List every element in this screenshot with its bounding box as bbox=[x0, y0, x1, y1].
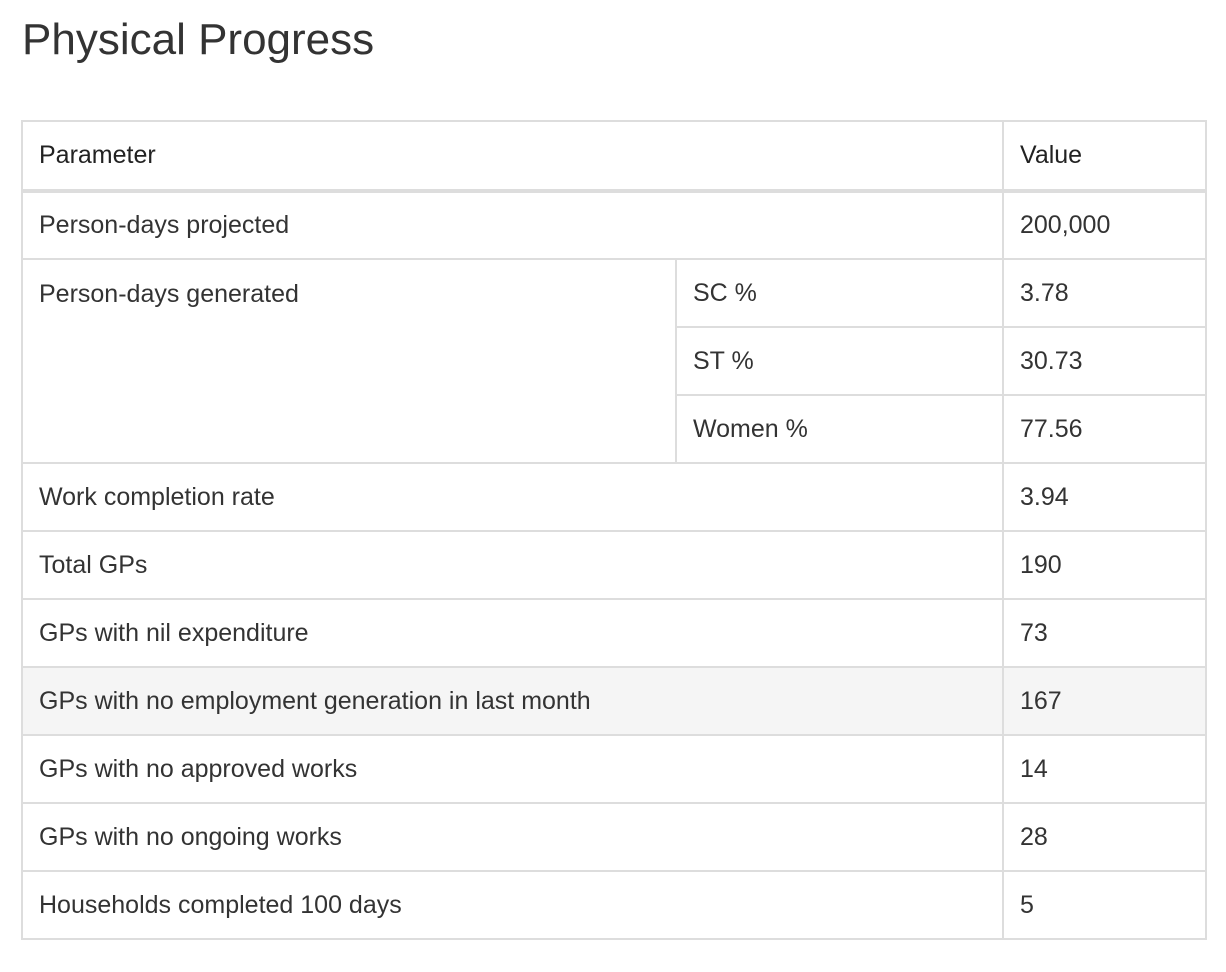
row-value: 28 bbox=[1002, 802, 1207, 872]
table-row: Women % 77.56 bbox=[22, 394, 1207, 464]
row-label: Work completion rate bbox=[21, 462, 1004, 532]
table-row: GPs with nil expenditure 73 bbox=[21, 598, 1207, 668]
table-row: ST % 30.73 bbox=[22, 326, 1207, 396]
row-value: 3.78 bbox=[1002, 258, 1207, 328]
page-title: Physical Progress bbox=[22, 15, 375, 64]
row-value: 14 bbox=[1002, 734, 1207, 804]
row-label: GPs with no ongoing works bbox=[21, 802, 1004, 872]
row-label: Person-days generated bbox=[21, 258, 677, 464]
table-row: Person-days projected 200,000 bbox=[21, 190, 1207, 260]
table-row-highlighted: GPs with no employment generation in las… bbox=[21, 666, 1207, 736]
row-value: 73 bbox=[1002, 598, 1207, 668]
row-value: 3.94 bbox=[1002, 462, 1207, 532]
header-parameter: Parameter bbox=[21, 120, 1004, 193]
table-row: Person-days generated SC % 3.78 bbox=[21, 258, 1207, 464]
row-label: GPs with no approved works bbox=[21, 734, 1004, 804]
row-label: Households completed 100 days bbox=[21, 870, 1004, 940]
table-row: Total GPs 190 bbox=[21, 530, 1207, 600]
sub-row-label: ST % bbox=[675, 326, 1004, 396]
table-row: GPs with no approved works 14 bbox=[21, 734, 1207, 804]
sub-row-label: SC % bbox=[675, 258, 1004, 328]
row-label: Person-days projected bbox=[21, 190, 1004, 260]
row-value: 30.73 bbox=[1002, 326, 1207, 396]
row-label: GPs with nil expenditure bbox=[21, 598, 1004, 668]
header-value: Value bbox=[1002, 120, 1207, 193]
row-value: 5 bbox=[1002, 870, 1207, 940]
row-label: Total GPs bbox=[21, 530, 1004, 600]
table-row: GPs with no ongoing works 28 bbox=[21, 802, 1207, 872]
row-value: 190 bbox=[1002, 530, 1207, 600]
row-value: 167 bbox=[1002, 666, 1207, 736]
table-header-row: Parameter Value bbox=[21, 120, 1207, 193]
table-row: Work completion rate 3.94 bbox=[21, 462, 1207, 532]
row-value: 200,000 bbox=[1002, 190, 1207, 260]
physical-progress-table: Parameter Value Person-days projected 20… bbox=[21, 120, 1207, 940]
row-value: 77.56 bbox=[1002, 394, 1207, 464]
row-label: GPs with no employment generation in las… bbox=[21, 666, 1004, 736]
table-row: Households completed 100 days 5 bbox=[21, 870, 1207, 940]
sub-row-label: Women % bbox=[675, 394, 1004, 464]
